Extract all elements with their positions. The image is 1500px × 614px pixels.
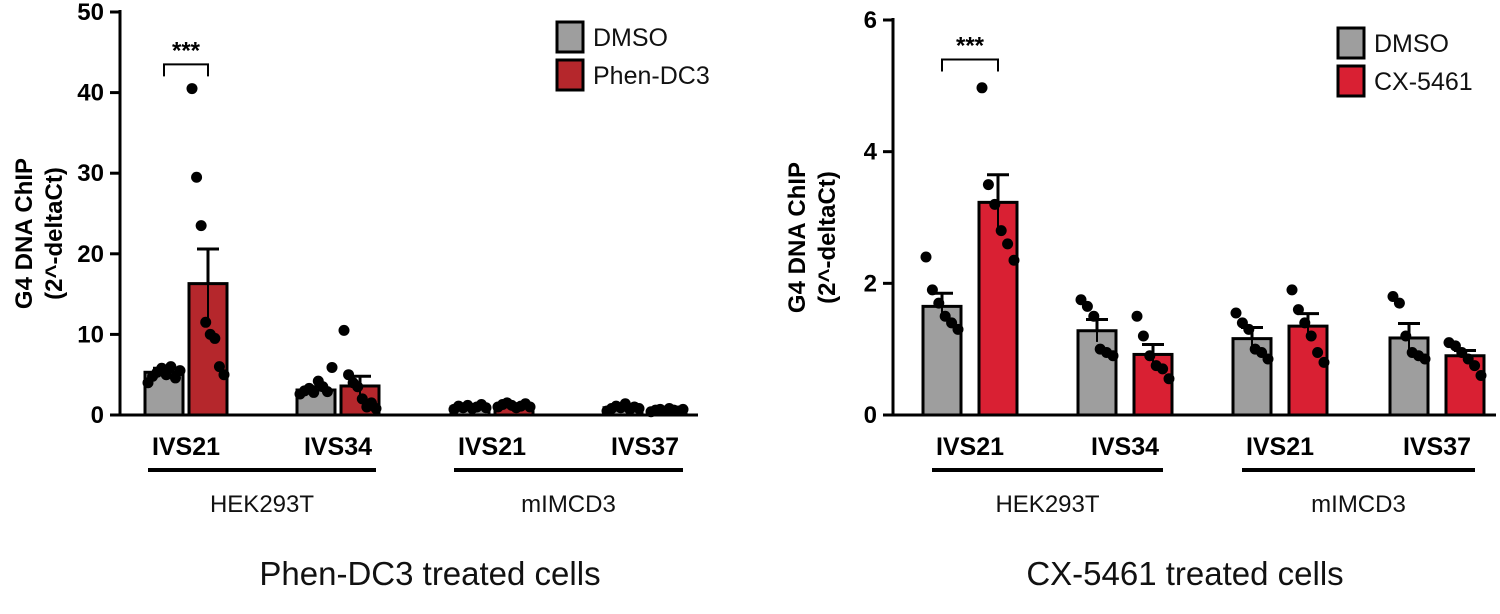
panel1-y-tick-label: 10 — [77, 321, 104, 348]
panel1-y-tick-label: 50 — [77, 0, 104, 26]
panel2-y-tick-label: 0 — [864, 402, 877, 429]
panel1-category-label: IVS21 — [152, 433, 220, 461]
panel1-legend-swatch — [555, 20, 585, 54]
panel2-data-point — [1163, 373, 1175, 385]
panel1-data-point — [343, 369, 355, 381]
panel2-bar-cx-5461 — [1287, 324, 1329, 417]
panel2-legend-label: CX-5461 — [1374, 68, 1473, 96]
panel2-y-label-line1: G4 DNA ChIP — [784, 162, 811, 313]
panel2-data-point — [926, 284, 938, 296]
panel1-legend-label: Phen-DC3 — [593, 62, 710, 90]
panel1-data-point — [174, 365, 186, 377]
panel2-data-point — [1292, 304, 1304, 316]
panel1-data-point — [677, 403, 689, 415]
panel1-category-label: IVS21 — [458, 433, 526, 461]
panel2-y-tick-label: 6 — [864, 7, 877, 34]
panel1-y-label-line2: (2^-deltaCt) — [41, 167, 68, 300]
panel1-data-point — [524, 401, 536, 413]
panel1-y-tick-label: 0 — [91, 402, 104, 429]
left-panel-caption: Phen-DC3 treated cells — [259, 555, 601, 592]
panel2-data-point — [1318, 356, 1330, 368]
panel1-data-point — [218, 369, 230, 381]
panel1-data-point — [209, 332, 221, 344]
panel2-data-point — [1393, 297, 1405, 309]
panel2-data-point — [1305, 330, 1317, 342]
panel1-data-point — [160, 369, 172, 381]
panel1-category-label: IVS34 — [304, 433, 372, 461]
panel2-data-point — [1312, 346, 1324, 358]
panel2-data-point — [952, 323, 964, 335]
panel2-category-label: IVS21 — [1246, 433, 1314, 461]
panel2-y-tick-label: 2 — [864, 270, 877, 297]
panel2-data-point — [1137, 330, 1149, 342]
panel1-data-point — [356, 393, 368, 405]
panel2-legend-swatch — [1336, 26, 1366, 60]
panel2-data-point — [1157, 363, 1169, 375]
panel2-data-point — [1081, 300, 1093, 312]
panel2-bar-dmso — [921, 304, 963, 417]
panel1-data-point — [480, 402, 492, 414]
panel2-data-point — [995, 225, 1007, 237]
panel2-data-point — [1230, 307, 1242, 319]
panel2-data-point — [982, 179, 994, 191]
panel2-legend-swatch — [1336, 64, 1366, 98]
panel2-data-point — [989, 198, 1001, 210]
panel1-legend-label: DMSO — [593, 24, 668, 52]
panel2-data-point — [1107, 350, 1119, 362]
panel2-category-label: IVS34 — [1091, 433, 1159, 461]
panel1-significance-bracket — [163, 63, 209, 77]
panel1-y-tick-label: 30 — [77, 160, 104, 187]
panel1-data-point — [326, 361, 338, 373]
panel2-data-point — [1475, 370, 1487, 381]
panel2-data-point — [920, 251, 932, 263]
panel2-data-point — [1299, 317, 1311, 329]
panel2-data-point — [1088, 310, 1100, 322]
panel2-y-label-line2: (2^-deltaCt) — [814, 171, 841, 304]
panel2-category-label: IVS21 — [936, 433, 1004, 461]
panel1-data-point — [186, 83, 198, 95]
panel1-y-tick-label: 40 — [77, 80, 104, 107]
panel2-data-point — [1243, 323, 1255, 335]
panel1-group-label: mIMCD3 — [521, 491, 616, 518]
panel1-data-point — [191, 171, 203, 183]
panel1-data-point — [370, 403, 382, 415]
panel2-data-point — [1008, 254, 1020, 266]
panel2-significance-label: *** — [956, 33, 985, 60]
panel2-data-point — [933, 297, 945, 309]
panel2-data-point — [1469, 360, 1481, 372]
panel1-category-label: IVS37 — [611, 433, 679, 461]
panel2-significance-bracket — [941, 58, 999, 72]
panel1-significance-label: *** — [172, 37, 201, 64]
panel2-legend-label: DMSO — [1374, 30, 1449, 58]
panel2-data-point — [1262, 353, 1274, 365]
panel2-y-tick-label: 4 — [864, 139, 878, 166]
panel1-legend-swatch — [555, 58, 585, 92]
panel1-data-point — [308, 386, 320, 398]
panel2-data-point — [1400, 330, 1412, 342]
panel2-data-point — [1419, 353, 1431, 365]
panel1-y-label-line1: G4 DNA ChIP — [11, 158, 38, 309]
panel2-group-label: mIMCD3 — [1311, 491, 1406, 518]
panel2-data-point — [1131, 310, 1143, 322]
panel1-group-label: HEK293T — [210, 491, 314, 518]
panel1-data-point — [195, 220, 207, 232]
panel1-data-point — [165, 361, 177, 373]
panel2-data-point — [1002, 238, 1014, 250]
panel2-bar-cx-5461 — [977, 200, 1019, 417]
panel1-data-point — [352, 381, 364, 393]
panel1-y-tick-label: 20 — [77, 241, 104, 268]
panel1-data-point — [213, 361, 225, 373]
panel1-data-point — [321, 386, 333, 398]
panel2-data-point — [1144, 350, 1156, 362]
panel1-data-point — [633, 403, 645, 415]
panel2-group-label: HEK293T — [995, 491, 1099, 518]
right-panel-caption: CX-5461 treated cells — [1026, 555, 1344, 592]
panel2-data-point — [976, 82, 988, 94]
panel1-data-point — [338, 324, 350, 336]
panel2-category-label: IVS37 — [1403, 433, 1471, 461]
panel2-bar-dmso — [1076, 329, 1118, 417]
panel1-data-point — [200, 316, 212, 328]
panel2-data-point — [1286, 284, 1298, 296]
